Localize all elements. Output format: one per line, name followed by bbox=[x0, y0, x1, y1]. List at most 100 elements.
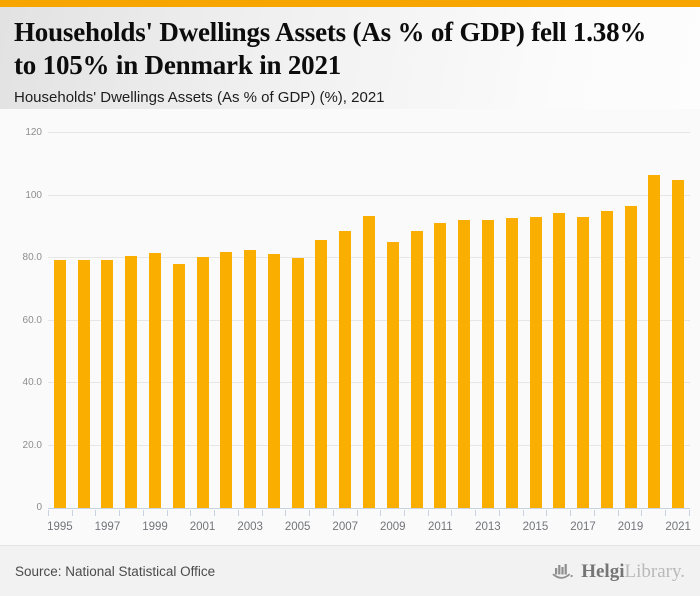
bar-2010[interactable] bbox=[410, 231, 423, 508]
x-tick-2006 bbox=[309, 510, 333, 516]
helgi-library-logo[interactable]: HelgiLibrary. bbox=[552, 561, 685, 581]
bar-2009[interactable] bbox=[386, 242, 399, 508]
bar-1996[interactable] bbox=[77, 259, 90, 508]
bar-2004[interactable] bbox=[267, 253, 280, 508]
bar-slot-2019 bbox=[619, 133, 643, 508]
x-axis-ticks bbox=[48, 510, 690, 516]
bar-slot-2010 bbox=[405, 133, 429, 508]
footer: Source: National Statistical Office Helg… bbox=[0, 545, 700, 596]
bar-2018[interactable] bbox=[600, 210, 613, 508]
x-tick-2007 bbox=[332, 510, 357, 516]
bar-1999[interactable] bbox=[149, 253, 162, 508]
bar-2000[interactable] bbox=[172, 263, 185, 508]
y-tick-label-40: 40.0 bbox=[22, 377, 42, 389]
y-tick-label-120: 120 bbox=[25, 127, 42, 138]
bar-slot-1996 bbox=[72, 133, 96, 508]
x-tick-2014 bbox=[498, 510, 523, 516]
bar-slot-1997 bbox=[96, 133, 120, 508]
bar-1998[interactable] bbox=[125, 256, 138, 508]
chart-header: Households' Dwellings Assets (As % of GD… bbox=[0, 7, 700, 109]
x-tick-label-2013: 2013 bbox=[475, 521, 501, 533]
brand-text: HelgiLibrary. bbox=[581, 562, 685, 581]
x-tick-label-2003: 2003 bbox=[237, 521, 263, 533]
x-tick-2015 bbox=[522, 510, 547, 516]
bar-2003[interactable] bbox=[244, 249, 257, 508]
bar-slot-2012 bbox=[452, 133, 476, 508]
x-tick-label-2011: 2011 bbox=[427, 521, 453, 533]
bar-2020[interactable] bbox=[648, 175, 661, 508]
bar-1995[interactable] bbox=[53, 260, 66, 508]
x-tick-1999 bbox=[142, 510, 167, 516]
bar-2011[interactable] bbox=[434, 222, 447, 508]
x-tick-label-1995: 1995 bbox=[47, 521, 73, 533]
bar-slot-2008 bbox=[357, 133, 381, 508]
x-tick-label-2019: 2019 bbox=[617, 521, 644, 533]
x-tick-2010 bbox=[404, 510, 428, 516]
x-tick-1997 bbox=[95, 510, 119, 516]
bar-slot-2011 bbox=[429, 133, 453, 508]
bar-slot-2002 bbox=[214, 133, 238, 508]
x-tick-label-1997: 1997 bbox=[94, 521, 121, 533]
y-tick-label-20: 20.0 bbox=[22, 439, 42, 451]
x-tick-2012 bbox=[451, 510, 475, 516]
x-tick-2021 bbox=[665, 510, 689, 516]
bar-slot-2021 bbox=[666, 133, 690, 508]
x-tick-label-2007: 2007 bbox=[332, 521, 359, 533]
y-tick-label-0: 0 bbox=[36, 502, 42, 513]
x-tick-2016 bbox=[546, 510, 570, 516]
y-tick-label-80: 80.0 bbox=[22, 252, 42, 264]
bar-slot-2016 bbox=[547, 133, 571, 508]
bar-2001[interactable] bbox=[196, 256, 209, 508]
x-tick-2011 bbox=[427, 510, 452, 516]
bar-slot-2009 bbox=[381, 133, 405, 508]
bar-slot-2000 bbox=[167, 133, 191, 508]
y-tick-label-100: 100 bbox=[25, 189, 42, 201]
x-tick-2004 bbox=[261, 510, 286, 516]
bar-2005[interactable] bbox=[291, 258, 304, 508]
bar-2007[interactable] bbox=[339, 230, 352, 508]
x-tick-2019 bbox=[617, 510, 642, 516]
page-title-line1: Households' Dwellings Assets (As % of GD… bbox=[14, 17, 647, 47]
x-tick-2001 bbox=[190, 510, 214, 516]
bar-2013[interactable] bbox=[481, 219, 494, 508]
brand-suffix: Library. bbox=[624, 560, 686, 582]
bar-2014[interactable] bbox=[505, 218, 518, 508]
bar-slot-1999 bbox=[143, 133, 167, 508]
bar-2008[interactable] bbox=[363, 216, 376, 508]
bar-1997[interactable] bbox=[101, 259, 114, 508]
gridline-120 bbox=[48, 132, 690, 133]
bar-slot-2017 bbox=[571, 133, 595, 508]
x-tick-1995 bbox=[48, 510, 72, 516]
bar-2002[interactable] bbox=[220, 251, 233, 508]
brand-accent-strip bbox=[0, 0, 700, 7]
x-tick-label-2009: 2009 bbox=[379, 521, 406, 533]
x-tick-2005 bbox=[285, 510, 309, 516]
bar-slot-2018 bbox=[595, 133, 619, 508]
source-note: Source: National Statistical Office bbox=[15, 563, 216, 579]
bar-slot-2004 bbox=[262, 133, 286, 508]
bar-chart-logo-icon bbox=[552, 561, 575, 581]
x-tick-2018 bbox=[593, 510, 618, 516]
bar-2012[interactable] bbox=[458, 219, 471, 508]
bar-slot-1995 bbox=[48, 133, 72, 508]
bars-row bbox=[48, 133, 690, 508]
brand-name: Helgi bbox=[581, 560, 625, 582]
bar-slot-2001 bbox=[191, 133, 215, 508]
x-tick-2000 bbox=[166, 510, 191, 516]
bar-2019[interactable] bbox=[624, 205, 637, 508]
y-tick-label-60: 60.0 bbox=[22, 314, 42, 326]
bar-slot-2013 bbox=[476, 133, 500, 508]
bar-2017[interactable] bbox=[577, 216, 590, 508]
x-axis-labels: 1995 1997 1999 2001 2003 2005 2007 2009 2011 2013… bbox=[47, 519, 691, 537]
bar-2015[interactable] bbox=[529, 216, 542, 508]
bar-slot-2020 bbox=[643, 133, 667, 508]
bar-2021[interactable] bbox=[672, 179, 685, 508]
bar-2006[interactable] bbox=[315, 239, 328, 508]
x-tick-2002 bbox=[214, 510, 238, 516]
x-tick-1998 bbox=[119, 510, 143, 516]
bar-slot-2007 bbox=[333, 133, 357, 508]
x-tick-label-2001: 2001 bbox=[189, 521, 216, 533]
page-title: Households' Dwellings Assets (As % of GD… bbox=[14, 16, 686, 82]
bar-2016[interactable] bbox=[553, 213, 566, 508]
